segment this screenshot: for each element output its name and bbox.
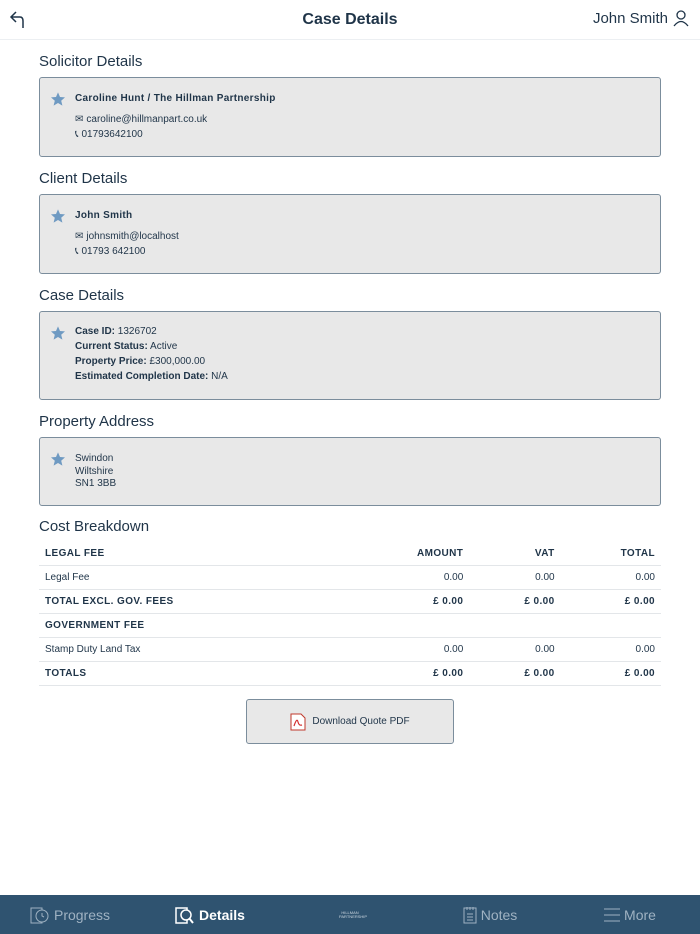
client-heading: Client Details bbox=[39, 170, 128, 187]
nav-notes[interactable]: Notes bbox=[420, 906, 560, 924]
table-row: TOTALS £ 0.00 £ 0.00 £ 0.00 bbox=[39, 661, 661, 686]
client-email[interactable]: johnsmith@localhost bbox=[86, 231, 179, 242]
col-header: TOTAL bbox=[560, 541, 661, 566]
star-icon bbox=[51, 452, 65, 466]
client-phone[interactable]: 01793 642100 bbox=[81, 246, 146, 257]
address-card: Swindon Wiltshire SN1 3BB bbox=[39, 437, 661, 506]
table-row: TOTAL EXCL. GOV. FEES £ 0.00 £ 0.00 £ 0.00 bbox=[39, 589, 661, 614]
notes-icon bbox=[463, 906, 477, 923]
address-line: SN1 3BB bbox=[75, 478, 117, 489]
cost-table: LEGAL FEE AMOUNT VAT TOTAL Legal Fee 0.00 0.0… bbox=[39, 541, 661, 686]
client-card: John Smith ✉ johnsmith@localhost 📞︎ 01793 … bbox=[39, 194, 661, 274]
solicitor-card: Caroline Hunt / The Hillman Partnership … bbox=[39, 77, 661, 157]
solicitor-phone[interactable]: 01793642100 bbox=[81, 129, 143, 140]
property-price-field: Property Price: £300,000.00 bbox=[75, 356, 206, 367]
pdf-icon bbox=[290, 713, 306, 730]
phone-icon: 📞︎ bbox=[75, 129, 79, 140]
table-row: Stamp Duty Land Tax 0.00 0.00 0.00 bbox=[39, 637, 661, 662]
solicitor-heading: Solicitor Details bbox=[39, 53, 143, 70]
phone-icon: 📞︎ bbox=[75, 246, 79, 257]
download-quote-button[interactable]: Download Quote PDF bbox=[246, 699, 454, 744]
main-content: Solicitor Details Caroline Hunt / The Hi… bbox=[0, 53, 700, 744]
table-header: LEGAL FEE AMOUNT VAT TOTAL bbox=[39, 541, 661, 566]
details-icon bbox=[175, 906, 194, 924]
header: Case Details John Smith bbox=[0, 0, 700, 40]
star-icon bbox=[51, 92, 65, 106]
progress-icon bbox=[30, 907, 49, 923]
case-card: Case ID: 1326702 Current Status: Active … bbox=[39, 311, 661, 400]
col-header: LEGAL FEE bbox=[39, 541, 344, 566]
solicitor-email[interactable]: caroline@hillmanpart.co.uk bbox=[86, 114, 208, 125]
menu-icon bbox=[604, 908, 621, 921]
nav-details[interactable]: Details bbox=[140, 906, 280, 924]
brand-logo: HILLMAN PARTNERSHIP bbox=[339, 909, 368, 919]
case-heading: Case Details bbox=[39, 287, 125, 304]
case-id-field: Case ID: 1326702 bbox=[75, 326, 157, 337]
user-name: John Smith bbox=[592, 9, 668, 27]
email-icon: ✉ bbox=[75, 114, 84, 125]
nav-progress[interactable]: Progress bbox=[0, 906, 140, 924]
col-header: VAT bbox=[469, 541, 561, 566]
user-icon bbox=[673, 10, 689, 27]
star-icon bbox=[51, 326, 65, 340]
user-menu[interactable]: John Smith bbox=[593, 9, 690, 27]
back-icon[interactable] bbox=[8, 8, 28, 30]
address-line: Swindon bbox=[75, 453, 114, 464]
costs-heading: Cost Breakdown bbox=[39, 517, 150, 535]
nav-more[interactable]: More bbox=[560, 907, 700, 923]
address-heading: Property Address bbox=[39, 413, 155, 430]
address-line: Wiltshire bbox=[75, 465, 114, 477]
page-title: Case Details bbox=[302, 11, 398, 28]
download-label: Download Quote PDF bbox=[312, 716, 410, 727]
email-icon: ✉ bbox=[75, 231, 84, 242]
solicitor-name: Caroline Hunt / The Hillman Partnership bbox=[75, 93, 276, 104]
star-icon bbox=[51, 209, 65, 223]
table-row: Legal Fee 0.00 0.00 0.00 bbox=[39, 565, 661, 590]
col-header: AMOUNT bbox=[343, 541, 470, 566]
completion-date-field: Estimated Completion Date: N/A bbox=[75, 371, 228, 382]
bottom-nav: Progress Details HILLMAN PARTNERSHIP Not… bbox=[0, 895, 700, 934]
table-row: GOVERNMENT FEE bbox=[39, 613, 661, 638]
case-status-field: Current Status: Active bbox=[75, 341, 178, 352]
client-name: John Smith bbox=[75, 210, 133, 221]
